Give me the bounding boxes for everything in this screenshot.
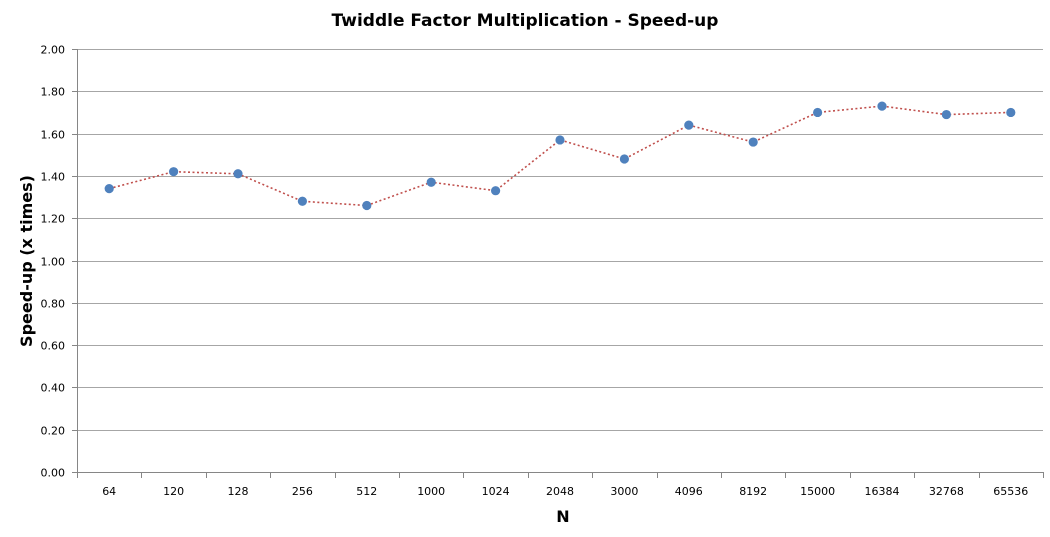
gridlines bbox=[77, 49, 1043, 431]
data-point bbox=[941, 109, 952, 120]
data-point bbox=[233, 169, 243, 179]
y-tick-labels: 0.00 0.20 0.40 0.60 0.80 1.00 1.20 1.40 1.60 1.80… bbox=[41, 44, 66, 480]
y-axis-title: Speed-up (x times) bbox=[17, 175, 36, 347]
chart-title: Twiddle Factor Multiplication - Speed-up bbox=[332, 11, 719, 31]
data-point bbox=[1006, 107, 1016, 118]
y-tick-label: 0.40 bbox=[41, 382, 66, 395]
data-point bbox=[426, 177, 436, 187]
x-tick-label: 15000 bbox=[800, 485, 835, 498]
data-point bbox=[813, 107, 823, 118]
y-tick-label: 1.80 bbox=[41, 86, 66, 99]
x-tick-label: 120 bbox=[163, 485, 184, 498]
data-point bbox=[748, 137, 758, 147]
data-point bbox=[555, 135, 565, 145]
series-line bbox=[108, 105, 1011, 207]
y-tick-label: 1.00 bbox=[41, 256, 66, 269]
data-point bbox=[169, 167, 179, 177]
x-tick-label: 512 bbox=[356, 485, 377, 498]
x-tick-labels: 64 120 128 256 512 1000 1024 2048 3000 4096 8192 15… bbox=[102, 485, 1028, 498]
data-point bbox=[362, 200, 372, 211]
data-point bbox=[104, 183, 114, 194]
data-point bbox=[684, 120, 694, 130]
y-tick-label: 0.00 bbox=[41, 467, 66, 480]
y-tick-label: 1.20 bbox=[41, 213, 66, 226]
x-tick-label: 16384 bbox=[865, 485, 900, 498]
data-series bbox=[104, 101, 1016, 211]
data-point bbox=[619, 154, 630, 164]
x-axis-title: N bbox=[556, 507, 569, 526]
y-tick-label: 1.60 bbox=[41, 129, 66, 142]
x-tick-label: 256 bbox=[292, 485, 313, 498]
data-point bbox=[877, 101, 887, 111]
data-point bbox=[297, 196, 307, 206]
x-tick-label: 1000 bbox=[417, 485, 445, 498]
x-tick-label: 64 bbox=[102, 485, 116, 498]
y-tick-label: 0.20 bbox=[41, 425, 66, 438]
axes bbox=[72, 49, 1044, 478]
x-tick-label: 2048 bbox=[546, 485, 574, 498]
data-point bbox=[491, 186, 501, 196]
x-tick-label: 1024 bbox=[482, 485, 510, 498]
x-tick-label: 32768 bbox=[929, 485, 964, 498]
x-tick-label: 65536 bbox=[993, 485, 1028, 498]
x-tick-label: 3000 bbox=[610, 485, 638, 498]
x-tick-label: 128 bbox=[228, 485, 249, 498]
x-tick-label: 4096 bbox=[675, 485, 703, 498]
y-tick-label: 0.80 bbox=[41, 298, 66, 311]
y-tick-label: 0.60 bbox=[41, 340, 66, 353]
y-tick-label: 2.00 bbox=[41, 44, 66, 57]
y-tick-label: 1.40 bbox=[41, 171, 66, 184]
x-tick-label: 8192 bbox=[739, 485, 767, 498]
